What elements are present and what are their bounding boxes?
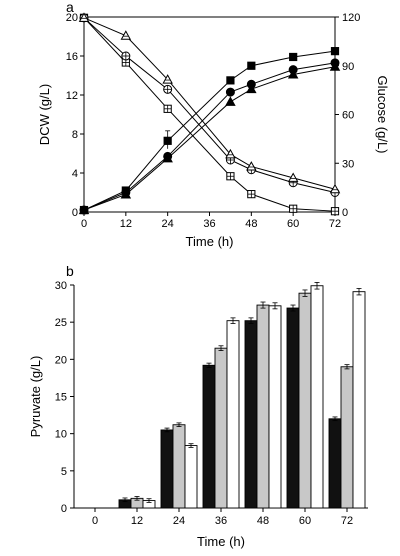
series-line	[83, 66, 336, 211]
data-point	[78, 204, 90, 215]
bar	[202, 364, 216, 509]
x-tick-label: 12	[120, 218, 132, 230]
bar	[268, 305, 282, 509]
y-tick-label-b: 25	[55, 317, 67, 329]
x-tick-label: 72	[329, 218, 341, 230]
data-point	[225, 148, 236, 159]
data-point	[289, 52, 298, 62]
bar	[310, 285, 324, 509]
bar	[256, 304, 270, 509]
y-tick-label-right: 120	[342, 12, 360, 24]
y-axis-label-left: DCW (g/L)	[37, 84, 52, 145]
data-point	[162, 74, 173, 84]
y-tick-label-left: 12	[66, 90, 78, 102]
x-tick-label: 60	[287, 218, 299, 230]
bar	[172, 424, 186, 509]
x-tick-label: 36	[203, 218, 215, 230]
y-tick-label-right: 90	[342, 61, 354, 73]
y-tick-label-left: 16	[66, 51, 78, 63]
data-point	[287, 172, 299, 182]
y-tick-label-b: 5	[61, 466, 67, 478]
bar	[340, 366, 354, 509]
series-line	[83, 17, 336, 193]
y-tick-label-left: 0	[72, 207, 78, 219]
x-tick-label-b: 0	[92, 515, 98, 527]
x-tick-label: 0	[81, 218, 87, 230]
y-tick-label-left: 8	[72, 129, 78, 141]
y-tick-label-right: 0	[342, 207, 348, 219]
y-tick-label-b: 10	[55, 429, 67, 441]
series-line	[83, 50, 336, 211]
data-point	[120, 30, 132, 40]
data-point	[226, 76, 235, 85]
bar	[160, 429, 174, 509]
x-tick-label: 48	[245, 218, 257, 230]
data-point	[225, 96, 236, 106]
data-point	[287, 69, 299, 79]
data-point	[329, 183, 341, 194]
data-point	[162, 152, 173, 163]
x-tick-label-b: 60	[299, 515, 311, 527]
bar	[214, 347, 228, 509]
data-point	[246, 83, 257, 94]
x-tick-label-b: 24	[173, 515, 185, 527]
data-point	[225, 87, 235, 97]
y-tick-label-right: 30	[342, 158, 354, 170]
bar	[298, 292, 312, 509]
x-tick-label-b: 72	[341, 515, 353, 527]
data-point	[330, 47, 340, 56]
series-line	[83, 17, 336, 190]
y-tick-label-b: 30	[55, 280, 67, 292]
y-tick-label-left: 20	[66, 12, 78, 24]
y-tick-label-b: 0	[61, 503, 67, 515]
x-tick-label-b: 36	[215, 515, 227, 527]
y-tick-label-left: 4	[72, 168, 78, 180]
x-tick-label: 24	[162, 218, 174, 230]
y-tick-label-b: 20	[55, 354, 67, 366]
panel-a-label: a	[66, 0, 74, 15]
bar	[328, 418, 342, 509]
x-axis-label-a: Time (h)	[186, 234, 234, 249]
y-tick-label-b: 15	[55, 392, 67, 404]
data-point	[120, 189, 132, 199]
data-point	[329, 61, 341, 71]
data-point	[246, 161, 257, 171]
y-axis-label-b: Pyruvate (g/L)	[28, 356, 43, 438]
x-tick-label-b: 12	[131, 515, 143, 527]
y-axis-label-right: Glucose (g/L)	[375, 75, 390, 153]
bar	[184, 445, 198, 509]
data-point	[247, 61, 256, 70]
x-tick-label-b: 48	[257, 515, 269, 527]
data-point	[78, 12, 90, 22]
bar	[352, 291, 366, 509]
bar	[244, 320, 258, 509]
bar	[286, 307, 300, 509]
y-tick-label-right: 60	[342, 110, 354, 122]
panel-b-label: b	[66, 263, 74, 279]
bar	[226, 320, 240, 509]
x-axis-label-b: Time (h)	[197, 534, 245, 549]
